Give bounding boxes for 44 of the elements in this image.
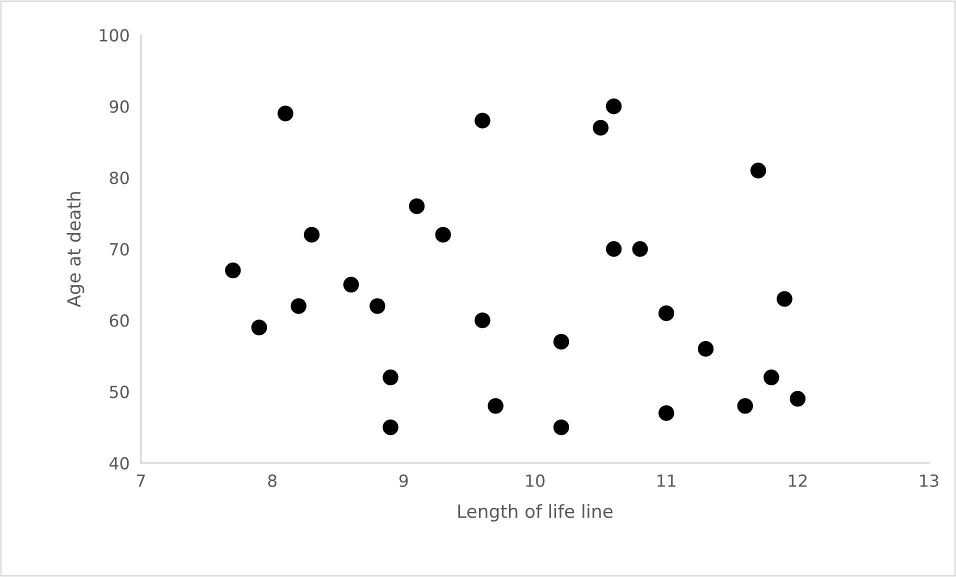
point bbox=[290, 298, 306, 314]
y-tick-label: 70 bbox=[110, 242, 129, 256]
x-tick-label: 9 bbox=[399, 474, 408, 488]
point bbox=[304, 226, 320, 243]
point bbox=[790, 390, 806, 407]
y-tick-label: 40 bbox=[109, 456, 129, 470]
point bbox=[553, 334, 570, 350]
y-tick-label: 50 bbox=[110, 386, 129, 398]
point bbox=[343, 276, 359, 293]
point bbox=[225, 262, 241, 278]
point bbox=[606, 98, 622, 114]
point bbox=[750, 162, 766, 178]
point bbox=[251, 320, 268, 336]
point bbox=[698, 341, 714, 357]
x-tick-label: 12 bbox=[788, 474, 807, 487]
x-tick-label: 10 bbox=[526, 474, 544, 488]
x-tick-label: 8 bbox=[268, 474, 276, 488]
point bbox=[382, 370, 398, 386]
point bbox=[658, 405, 674, 421]
point bbox=[592, 120, 609, 136]
point bbox=[764, 370, 780, 386]
point bbox=[474, 112, 490, 128]
y-tick-label: 80 bbox=[110, 172, 129, 184]
x-tick-label: 11 bbox=[658, 474, 676, 487]
point bbox=[408, 198, 425, 214]
x-tick-label: 7 bbox=[137, 474, 145, 487]
y-tick-label: 90 bbox=[110, 100, 129, 113]
point bbox=[632, 241, 648, 257]
point bbox=[435, 226, 451, 243]
point bbox=[382, 419, 398, 436]
point bbox=[370, 298, 386, 314]
y-axis-title: Age at death bbox=[66, 192, 84, 308]
point bbox=[553, 419, 570, 436]
point bbox=[474, 312, 490, 328]
x-axis-title: Length of life line bbox=[458, 504, 613, 522]
point bbox=[488, 398, 504, 414]
point bbox=[278, 106, 294, 122]
point bbox=[776, 291, 792, 307]
x-tick-label: 13 bbox=[920, 474, 938, 488]
point bbox=[658, 305, 674, 322]
point bbox=[606, 241, 622, 257]
point bbox=[737, 398, 753, 414]
y-tick-label: 100 bbox=[100, 28, 129, 42]
y-tick-label: 60 bbox=[110, 314, 129, 327]
